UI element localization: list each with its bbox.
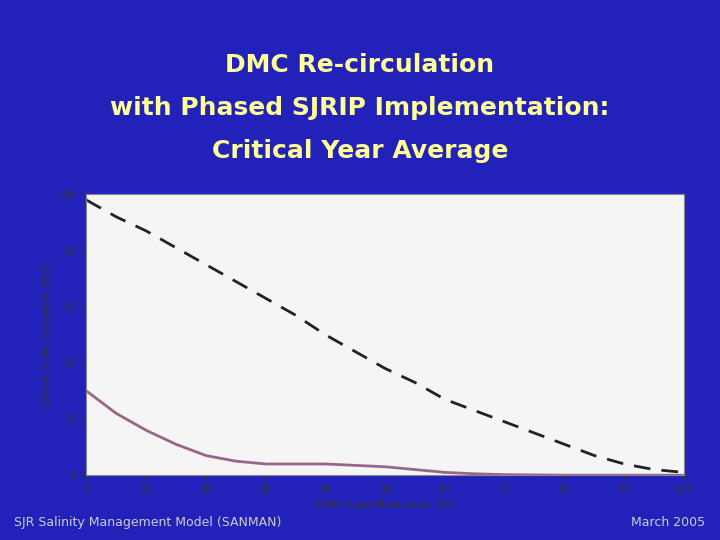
Mid Priority [351,462,360,469]
High Priority [650,467,659,473]
Mid Priority [232,458,240,464]
Mid Priority [261,461,270,467]
Mid Priority [142,427,150,434]
Text: SJR Salinity Management Model (SANMAN): SJR Salinity Management Model (SANMAN) [14,516,282,529]
Mid Priority [500,471,509,478]
Mid Priority [82,388,91,394]
Mid Priority [202,453,210,459]
Mid Priority [112,410,120,417]
High Priority [171,245,180,251]
High Priority [351,348,360,355]
High Priority [441,396,449,403]
High Priority [321,332,330,338]
High Priority [410,379,419,386]
High Priority [590,453,599,459]
High Priority [500,418,509,425]
Mid Priority [620,472,629,478]
High Priority [471,407,480,414]
Mid Priority [381,463,390,470]
Text: with Phased SJRIP Implementation:: with Phased SJRIP Implementation: [110,96,610,120]
Mid Priority [560,472,569,478]
Mid Priority [471,470,480,477]
Text: March 2005: March 2005 [631,516,706,529]
Mid Priority [321,461,330,467]
Mid Priority [171,441,180,448]
Line: High Priority: High Priority [86,200,684,472]
Mid Priority [590,472,599,478]
High Priority [261,295,270,301]
High Priority [82,197,91,203]
Text: DMC Re-circulation: DMC Re-circulation [225,53,495,77]
High Priority [232,278,240,285]
X-axis label: SJRIP Load Reduction (%): SJRIP Load Reduction (%) [315,501,456,510]
High Priority [291,312,300,319]
High Priority [680,469,688,476]
High Priority [202,261,210,268]
Mid Priority [441,469,449,476]
Line: Mid Priority: Mid Priority [86,391,684,475]
High Priority [142,228,150,234]
High Priority [620,461,629,467]
Mid Priority [410,467,419,473]
Mid Priority [530,471,539,478]
High Priority [112,214,120,220]
Text: Critical Year Average: Critical Year Average [212,139,508,163]
Mid Priority [291,461,300,467]
Mid Priority [650,472,659,478]
High Priority [381,365,390,372]
Y-axis label: Critical Yr Re-circulation (TAF): Critical Yr Re-circulation (TAF) [42,262,53,408]
High Priority [560,441,569,448]
Mid Priority [680,472,688,478]
High Priority [530,430,539,436]
